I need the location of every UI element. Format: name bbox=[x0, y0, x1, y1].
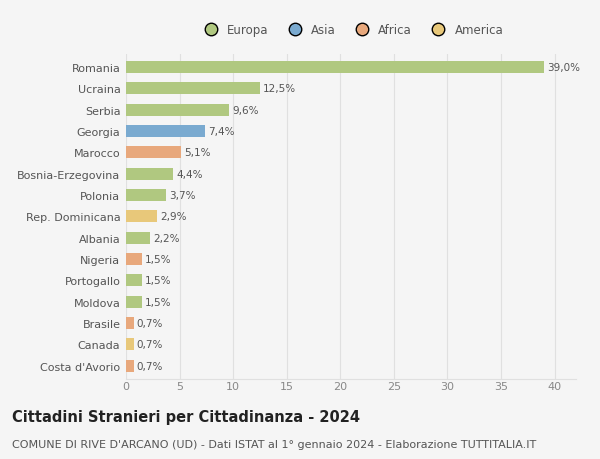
Text: 0,7%: 0,7% bbox=[137, 340, 163, 350]
Bar bbox=[126, 360, 133, 372]
Bar bbox=[126, 232, 149, 244]
Text: 9,6%: 9,6% bbox=[232, 106, 259, 115]
Bar bbox=[126, 147, 181, 159]
Bar bbox=[126, 83, 260, 95]
Bar bbox=[126, 168, 173, 180]
Bar bbox=[126, 126, 205, 138]
Bar bbox=[126, 211, 157, 223]
Text: 1,5%: 1,5% bbox=[145, 254, 172, 264]
Text: 7,4%: 7,4% bbox=[209, 127, 235, 137]
Text: 3,7%: 3,7% bbox=[169, 190, 196, 201]
Text: 2,2%: 2,2% bbox=[153, 233, 179, 243]
Bar bbox=[126, 275, 142, 286]
Text: 1,5%: 1,5% bbox=[145, 276, 172, 286]
Bar bbox=[126, 254, 142, 265]
Text: 5,1%: 5,1% bbox=[184, 148, 211, 158]
Text: 0,7%: 0,7% bbox=[137, 361, 163, 371]
Bar bbox=[126, 318, 133, 329]
Text: 4,4%: 4,4% bbox=[176, 169, 203, 179]
Text: 12,5%: 12,5% bbox=[263, 84, 296, 94]
Bar bbox=[126, 105, 229, 116]
Text: 39,0%: 39,0% bbox=[547, 63, 580, 73]
Text: COMUNE DI RIVE D'ARCANO (UD) - Dati ISTAT al 1° gennaio 2024 - Elaborazione TUTT: COMUNE DI RIVE D'ARCANO (UD) - Dati ISTA… bbox=[12, 439, 536, 449]
Legend: Europa, Asia, Africa, America: Europa, Asia, Africa, America bbox=[194, 19, 508, 41]
Bar bbox=[126, 62, 544, 74]
Text: Cittadini Stranieri per Cittadinanza - 2024: Cittadini Stranieri per Cittadinanza - 2… bbox=[12, 409, 360, 425]
Bar bbox=[126, 339, 133, 351]
Text: 1,5%: 1,5% bbox=[145, 297, 172, 307]
Bar bbox=[126, 190, 166, 202]
Text: 2,9%: 2,9% bbox=[160, 212, 187, 222]
Text: 0,7%: 0,7% bbox=[137, 319, 163, 328]
Bar bbox=[126, 296, 142, 308]
